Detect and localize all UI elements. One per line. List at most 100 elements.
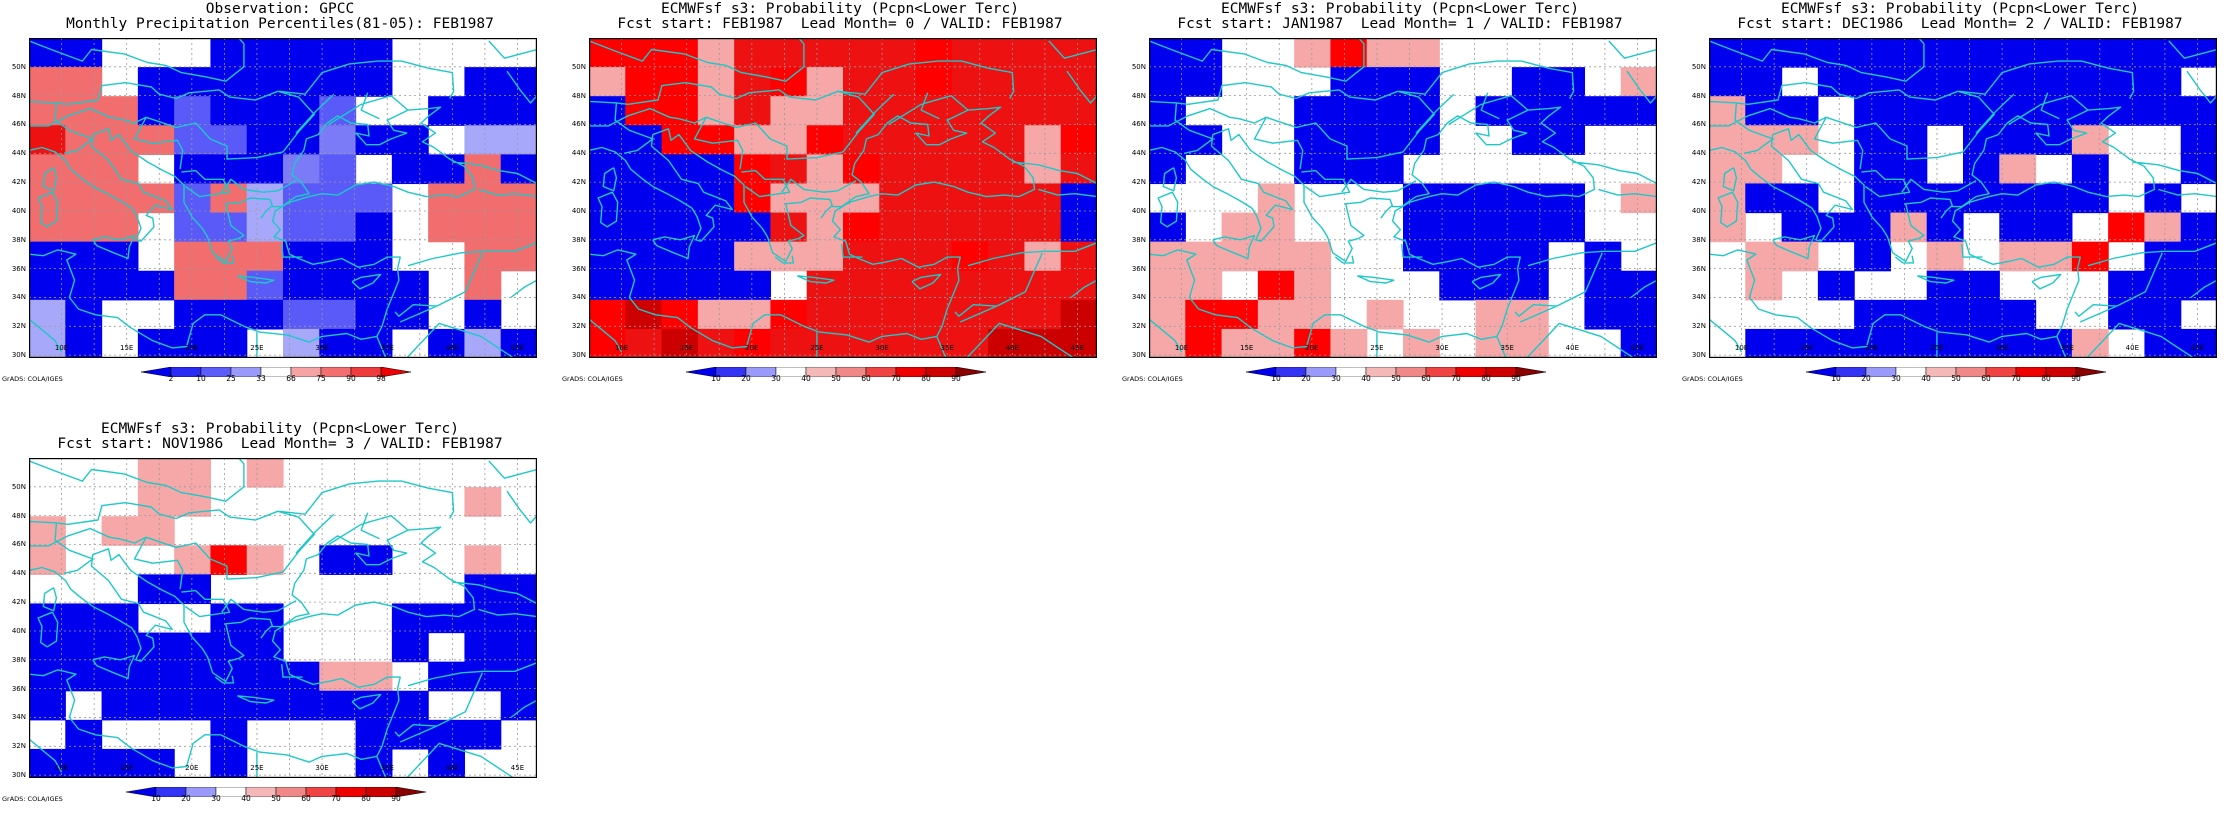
grid-cell bbox=[1366, 67, 1404, 97]
grid-cell bbox=[915, 328, 953, 358]
grid-cell bbox=[1709, 154, 1746, 185]
colorbar-label: 80 bbox=[2041, 374, 2051, 383]
lat-tick-label: 44N bbox=[1131, 149, 1146, 158]
grid-cell bbox=[210, 67, 248, 97]
lat-tick-label: 36N bbox=[1691, 264, 1706, 273]
colorbar-swatch bbox=[1515, 366, 1547, 378]
lat-tick-label: 30N bbox=[1691, 351, 1706, 360]
grid-cell bbox=[770, 125, 808, 155]
lon-tick-label: 10E bbox=[1734, 344, 1749, 352]
grid-cell bbox=[1294, 241, 1332, 272]
grid-cell bbox=[65, 212, 103, 243]
grid-cell bbox=[428, 719, 466, 750]
grid-cell bbox=[319, 270, 357, 301]
colorbar-label: 2 bbox=[168, 374, 174, 383]
grid-cell bbox=[2180, 38, 2217, 68]
grid-cell bbox=[174, 328, 212, 358]
grid-cell bbox=[428, 96, 466, 126]
grid-cell bbox=[1890, 38, 1928, 68]
graticule bbox=[29, 458, 537, 778]
grid-cell bbox=[1548, 96, 1586, 126]
grid-cell bbox=[428, 154, 466, 185]
grid-cell bbox=[879, 241, 917, 272]
map-plot bbox=[589, 38, 1097, 358]
grid-cell bbox=[500, 212, 537, 243]
grid-cell bbox=[1294, 328, 1332, 358]
grid-cell bbox=[879, 299, 917, 330]
colorbar-label: 50 bbox=[271, 794, 281, 803]
colorbar-label: 60 bbox=[861, 374, 871, 383]
grid-cell bbox=[355, 67, 393, 97]
grid-cell bbox=[1330, 67, 1368, 97]
grid-cell bbox=[2071, 125, 2109, 155]
grid-cell bbox=[951, 125, 989, 155]
panel-subtitle: Fcst start: NOV1986 Lead Month= 3 / VALI… bbox=[57, 436, 503, 452]
grid-cell bbox=[1963, 125, 2000, 155]
grid-cell bbox=[137, 690, 175, 721]
grid-cell bbox=[283, 690, 320, 721]
grid-cell bbox=[1149, 125, 1186, 155]
grid-cell bbox=[1403, 212, 1440, 243]
grid-cell bbox=[500, 96, 537, 126]
grid-cell bbox=[2180, 212, 2217, 243]
grid-cell bbox=[428, 212, 466, 243]
colorbar-label: 70 bbox=[1451, 374, 1461, 383]
colorbar-label: 30 bbox=[1331, 374, 1341, 383]
panel-title: Observation: GPCC bbox=[205, 1, 355, 17]
grid-cell bbox=[29, 270, 66, 301]
grid-cell bbox=[1926, 241, 1964, 272]
grid-cell bbox=[806, 154, 844, 185]
grid-cell bbox=[500, 183, 537, 214]
map-panel: Observation: GPCC Monthly Precipitation P… bbox=[0, 0, 560, 420]
grid-cell bbox=[29, 545, 66, 575]
grid-cell bbox=[1584, 241, 1622, 272]
grid-cell bbox=[210, 748, 248, 778]
grid-cell bbox=[500, 632, 537, 663]
grid-cell bbox=[1330, 328, 1368, 358]
lat-tick-label: 42N bbox=[11, 178, 26, 187]
grid-cell bbox=[464, 96, 502, 126]
grid-cell bbox=[174, 241, 212, 272]
grid-cell bbox=[1475, 328, 1513, 358]
grid-cell bbox=[806, 96, 844, 126]
lat-tick-label: 34N bbox=[11, 293, 26, 302]
grid-cell bbox=[1890, 125, 1928, 155]
lat-tick-label: 50N bbox=[1691, 62, 1706, 71]
grid-cell bbox=[1890, 67, 1928, 97]
grid-cell bbox=[2108, 96, 2146, 126]
grid-cell bbox=[2180, 125, 2217, 155]
lat-tick-label: 38N bbox=[11, 655, 26, 664]
grid-cell bbox=[29, 241, 66, 272]
grid-cell bbox=[1403, 38, 1440, 68]
lat-tick-label: 34N bbox=[11, 713, 26, 722]
grid-cell bbox=[283, 154, 320, 185]
panel-subtitle: Fcst start: DEC1986 Lead Month= 2 / VALI… bbox=[1737, 16, 2183, 32]
grid-cell bbox=[770, 328, 808, 358]
colorbar-swatch bbox=[380, 366, 412, 378]
grid-cell bbox=[1024, 96, 1062, 126]
grid-cell bbox=[1060, 212, 1097, 243]
grid-cell bbox=[1024, 299, 1062, 330]
map-frame bbox=[1149, 38, 1657, 358]
grid-cell bbox=[661, 125, 699, 155]
precip-grid bbox=[29, 38, 537, 358]
grid-cell bbox=[210, 690, 248, 721]
map-panel: ECMWFsf s3: Probability (Pcpn<Lower Terc… bbox=[1680, 0, 2240, 420]
grid-cell bbox=[1926, 38, 1964, 68]
grid-cell bbox=[2144, 67, 2182, 97]
grid-cell bbox=[137, 270, 175, 301]
lat-tick-label: 30N bbox=[1131, 351, 1146, 360]
grid-cell bbox=[806, 241, 844, 272]
grid-cell bbox=[1854, 38, 1892, 68]
grid-cell bbox=[1060, 96, 1097, 126]
grid-cell bbox=[174, 96, 212, 126]
grid-cell bbox=[1817, 328, 1855, 358]
colorbar-label: 66 bbox=[286, 374, 296, 383]
grid-cell bbox=[1620, 67, 1657, 97]
grid-cell bbox=[1511, 125, 1549, 155]
lat-tick-label: 30N bbox=[571, 351, 586, 360]
grid-cell bbox=[988, 328, 1026, 358]
precip-grid bbox=[1149, 38, 1657, 358]
grid-cell bbox=[210, 38, 248, 68]
colorbar-label: 50 bbox=[1951, 374, 1961, 383]
